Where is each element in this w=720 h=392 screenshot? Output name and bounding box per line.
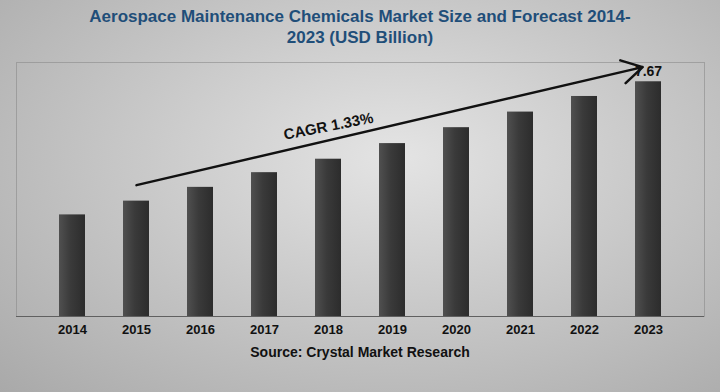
svg-text:2022: 2022: [570, 322, 599, 337]
svg-text:2018: 2018: [314, 322, 343, 337]
svg-text:CAGR 1.33%: CAGR 1.33%: [282, 109, 374, 143]
svg-text:2023: 2023: [634, 322, 663, 337]
svg-text:7.67: 7.67: [634, 63, 663, 80]
svg-text:2021: 2021: [506, 322, 535, 337]
svg-text:2019: 2019: [378, 322, 407, 337]
svg-text:2020: 2020: [442, 322, 471, 337]
html-text:Aerospace Maintenance Chemical: Aerospace Maintenance Chemicals Market S…: [89, 7, 631, 47]
svg-text:2017: 2017: [250, 322, 279, 337]
svg-text:2016: 2016: [186, 322, 215, 337]
svg-text:2015: 2015: [122, 322, 151, 337]
svg-text:2014: 2014: [58, 322, 88, 337]
html-text:Source: Crystal Market Researc: Source: Crystal Market Research: [250, 344, 470, 360]
